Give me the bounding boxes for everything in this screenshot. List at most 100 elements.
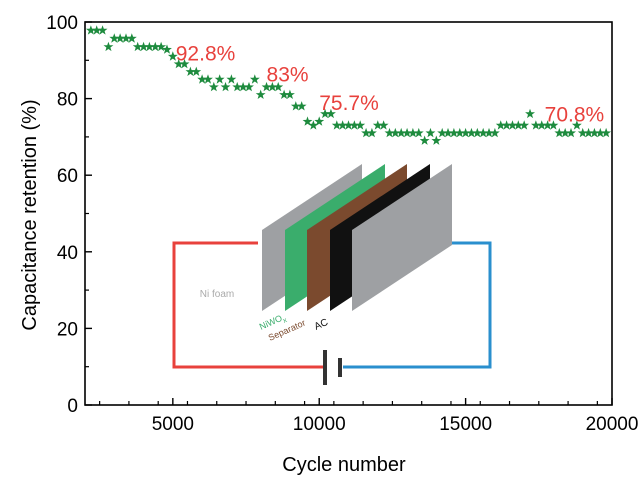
data-point-star [208, 81, 219, 92]
data-point-star [519, 120, 530, 130]
x-tick-label: 10000 [293, 414, 346, 435]
data-point-star [126, 33, 137, 43]
data-point-star [595, 127, 606, 138]
data-point-star [261, 81, 272, 92]
data-point-star [115, 33, 126, 43]
data-point-star [249, 74, 260, 84]
y-tick-label: 80 [57, 90, 78, 111]
data-point-star [232, 81, 243, 92]
data-point-star [449, 127, 459, 138]
data-point-star [390, 127, 401, 138]
data-point-star [437, 127, 448, 138]
data-point-star [408, 127, 418, 138]
x-axis-title: Cycle number [282, 454, 406, 476]
data-point-star [513, 120, 524, 130]
x-tick-label: 15000 [439, 414, 492, 435]
data-point-star [103, 41, 114, 52]
data-point-star [349, 120, 360, 130]
data-point-star [489, 127, 500, 138]
data-point-star [571, 120, 582, 130]
data-point-star [138, 41, 149, 52]
data-point-star [326, 108, 336, 119]
data-point-star [355, 120, 366, 130]
data-point-star [214, 74, 225, 84]
device-schematic-inset: Ni foam Ni foam NiWOx Separator AC [172, 164, 492, 385]
series-layer [85, 25, 612, 145]
data-point-star [220, 81, 231, 92]
data-point-star [179, 58, 190, 69]
y-tick-label: 60 [57, 166, 78, 187]
ac-label: AC [313, 317, 330, 333]
data-point-star [197, 74, 208, 84]
data-point-star [156, 41, 167, 52]
data-point-star [601, 127, 612, 138]
data-point-star [378, 120, 389, 130]
data-point-star [132, 41, 143, 52]
data-point-star [314, 116, 325, 126]
data-point-star [478, 127, 489, 138]
data-point-star [554, 127, 565, 138]
data-point-star [501, 120, 512, 130]
y-tick-label: 100 [46, 13, 78, 34]
data-point-star [331, 120, 342, 130]
data-point-star [583, 127, 594, 138]
data-point-star [173, 58, 184, 69]
data-point-star [162, 44, 172, 54]
data-point-star [577, 127, 588, 138]
data-point-star [97, 25, 108, 35]
data-point-star [167, 51, 178, 61]
retention-annotation: 92.8% [176, 42, 236, 65]
data-point-star [109, 33, 120, 43]
data-point-star [238, 81, 248, 92]
data-point-star [566, 127, 576, 138]
ni-foam-right-label: Ni foam [411, 289, 445, 300]
data-point-star [244, 81, 254, 92]
data-point-star [91, 25, 102, 35]
data-point-star [413, 127, 424, 138]
data-point-star [361, 127, 371, 138]
data-point-star [121, 33, 131, 43]
data-point-star [255, 89, 266, 99]
retention-annotation: 83% [267, 63, 309, 86]
data-point-star [203, 74, 213, 84]
left-wire [172, 241, 325, 369]
ni-foam-left-label: Ni foam [200, 289, 234, 300]
data-point-star [460, 127, 471, 138]
data-point-star [372, 120, 383, 130]
retention-annotation: 70.8% [545, 104, 605, 127]
data-point-star [279, 89, 289, 99]
data-point-star [495, 120, 506, 130]
data-point-star [144, 41, 155, 52]
data-point-star [337, 120, 348, 130]
x-tick-label: 20000 [586, 414, 638, 435]
data-point-star [472, 127, 483, 138]
y-tick-label: 0 [67, 396, 78, 417]
data-point-star [466, 127, 477, 138]
data-point-star [267, 81, 278, 92]
y-axis-title: Capacitance retention (%) [19, 99, 41, 330]
data-point-star [525, 108, 535, 119]
annotation-layer: 92.8% 83% 75.7% 70.8% [176, 42, 604, 126]
data-point-star [150, 41, 161, 52]
nifoam-right-plate [352, 164, 452, 311]
data-point-star [185, 66, 196, 76]
data-point-star [425, 127, 436, 138]
data-point-star [542, 120, 553, 130]
data-point-star [443, 127, 453, 138]
data-point-star [384, 127, 395, 138]
data-point-star [296, 101, 307, 111]
data-point-star [530, 120, 541, 130]
data-point-star [548, 120, 559, 130]
data-point-star [343, 120, 354, 130]
data-point-star [302, 116, 313, 126]
data-point-star [536, 120, 547, 130]
data-point-star [273, 81, 284, 92]
data-point-star [402, 127, 412, 138]
data-point-star [226, 74, 237, 84]
data-point-star [85, 25, 96, 35]
data-point-star [320, 108, 330, 119]
y-tick-label: 40 [57, 243, 78, 264]
data-point-star [507, 120, 518, 130]
data-point-star [560, 127, 571, 138]
